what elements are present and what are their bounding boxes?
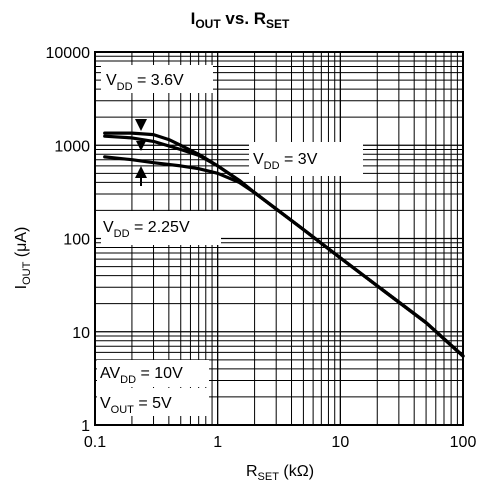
annotation-text-part: = 3V bbox=[280, 151, 318, 168]
annotation-text-part: DD bbox=[264, 160, 280, 172]
title-sub1: OUT bbox=[195, 17, 221, 31]
y-axis-label: IOUT (μA) bbox=[13, 227, 33, 290]
title-main: I bbox=[191, 9, 196, 28]
y-tick-label: 1000 bbox=[54, 138, 90, 155]
annotation-avdd: AVDD = 10V bbox=[97, 360, 209, 387]
annotation-text-part: = 2.25V bbox=[130, 219, 190, 236]
annotation-background bbox=[101, 211, 221, 245]
annotation-text: AVDD = 10V bbox=[100, 365, 183, 386]
annotation-text-part: DD bbox=[120, 374, 136, 386]
xlabel-sub: SET bbox=[258, 471, 280, 483]
annotation-text-part: V bbox=[253, 151, 264, 168]
annotation-vout: VOUT = 5V bbox=[97, 388, 209, 416]
annotation-vdd3: VDD = 3V bbox=[249, 142, 363, 176]
annotation-text-part: V bbox=[100, 395, 111, 412]
annotation-text-part: = 3.6V bbox=[133, 72, 184, 89]
x-tick-label: 1 bbox=[213, 434, 222, 451]
x-tick-label: 0.1 bbox=[84, 434, 106, 451]
annotation-text: VDD = 3.6V bbox=[106, 72, 184, 93]
arrow-down-icon bbox=[135, 119, 147, 131]
title-sub2: SET bbox=[266, 17, 290, 31]
ylabel-unit: (μA) bbox=[13, 227, 30, 262]
annotation-text-part: OUT bbox=[111, 404, 135, 416]
annotation-background bbox=[101, 65, 213, 93]
arrow-up-icon bbox=[135, 166, 147, 178]
annotation-background bbox=[249, 142, 363, 176]
annotation-text-part: DD bbox=[114, 228, 130, 240]
annotation-vdd225: VDD = 2.25V bbox=[101, 211, 221, 245]
series-line-3 bbox=[103, 155, 465, 358]
title-mid: vs. R bbox=[221, 9, 266, 28]
chart-title: IOUT vs. RSET bbox=[191, 9, 290, 31]
annotation-text-part: V bbox=[106, 72, 117, 89]
arrow-down-small-icon bbox=[136, 141, 146, 151]
annotation-text: VDD = 2.25V bbox=[103, 219, 190, 240]
annotation-background bbox=[97, 388, 209, 416]
annotation-text-part: DD bbox=[117, 81, 133, 93]
arrows bbox=[135, 119, 147, 186]
annotation-background bbox=[97, 360, 209, 387]
annotation-vdd36: VDD = 3.6V bbox=[101, 65, 213, 93]
y-tick-label: 100 bbox=[63, 232, 90, 249]
x-tick-label: 100 bbox=[450, 434, 477, 451]
annotation-text-part: = 5V bbox=[134, 395, 172, 412]
annotation-text-part: = 10V bbox=[136, 365, 183, 382]
y-tick-label: 1 bbox=[81, 418, 90, 435]
annotation-text-part: V bbox=[103, 219, 114, 236]
xlabel-main: R bbox=[246, 463, 258, 480]
x-tick-label: 10 bbox=[331, 434, 349, 451]
annotation-text: VOUT = 5V bbox=[100, 395, 172, 416]
ylabel-sub: OUT bbox=[21, 261, 33, 285]
xlabel-unit: (kΩ) bbox=[279, 463, 314, 480]
y-tick-label: 10 bbox=[72, 325, 90, 342]
x-axis-label: RSET (kΩ) bbox=[246, 463, 314, 483]
annotation-text: VDD = 3V bbox=[253, 151, 318, 172]
data-series bbox=[103, 131, 465, 358]
ylabel-main: I bbox=[13, 285, 30, 289]
y-tick-label: 10000 bbox=[46, 45, 91, 62]
plot-frame bbox=[94, 51, 464, 426]
annotation-text-part: AV bbox=[100, 365, 120, 382]
